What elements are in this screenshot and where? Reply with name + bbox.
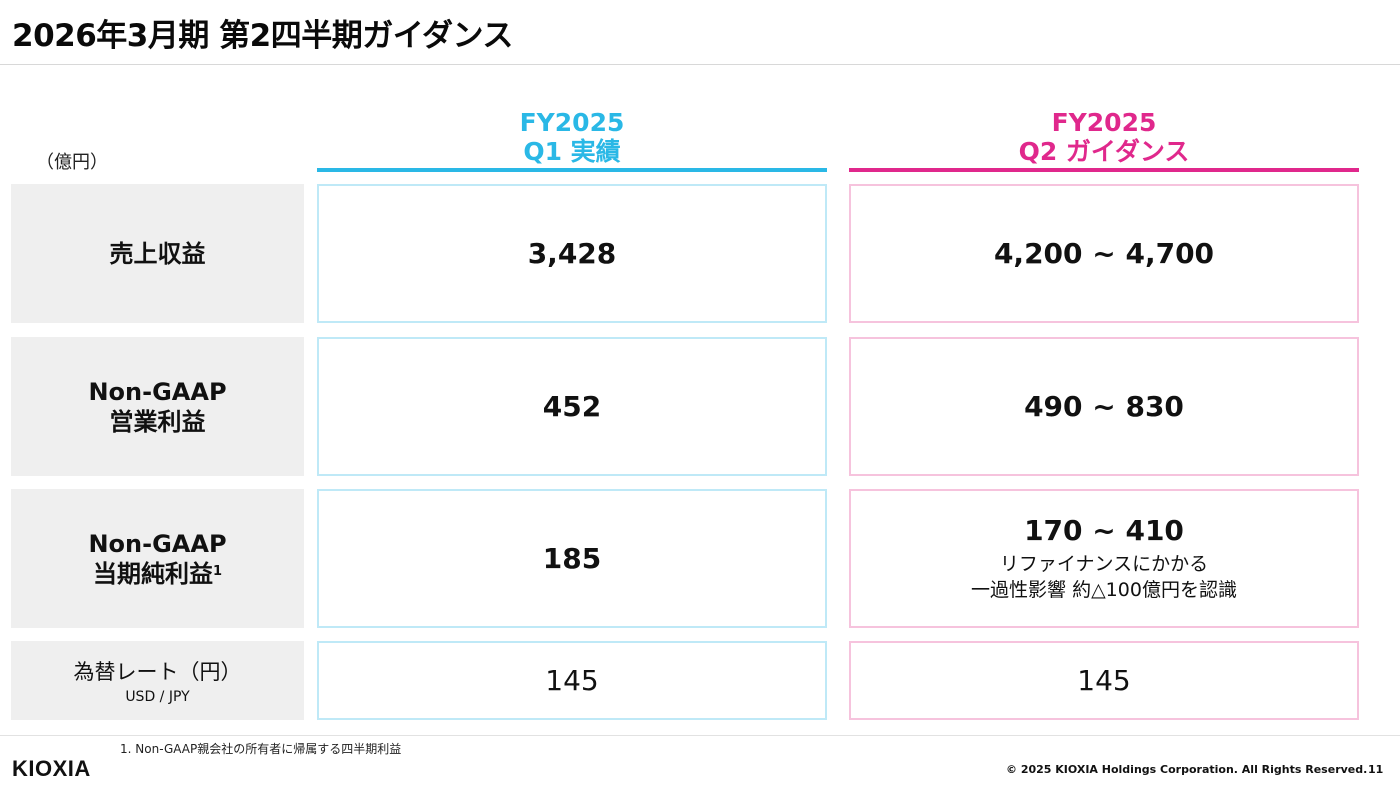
row-label-operating-income-line2: 営業利益 [109, 407, 206, 436]
cell-operating-income-q1: 452 [317, 337, 827, 476]
cell-revenue-q1-value: 3,428 [527, 237, 617, 270]
cell-fx-rate-q1-value: 145 [545, 664, 599, 697]
title-divider [0, 64, 1400, 65]
column-header-q2-line1: FY2025 [1051, 108, 1157, 137]
cell-operating-income-q2-value: 490 ~ 830 [1024, 390, 1184, 423]
page-title: 2026年3月期 第2四半期ガイダンス [12, 18, 513, 54]
column-header-q1-line1: FY2025 [519, 108, 625, 137]
cell-revenue-q2: 4,200 ~ 4,700 [849, 184, 1359, 323]
row-label-net-income-line2-wrap: 当期純利益1 [93, 559, 222, 589]
footnote: 1. Non-GAAP親会社の所有者に帰属する四半期利益 [120, 742, 402, 756]
cell-net-income-q1-value: 185 [542, 542, 602, 575]
cell-revenue-q2-value: 4,200 ~ 4,700 [993, 237, 1215, 270]
cell-fx-rate-q2: 145 [849, 641, 1359, 720]
footnote-marker: 1 [212, 563, 223, 579]
cell-fx-rate-q2-value: 145 [1077, 664, 1131, 697]
row-label-revenue-text: 売上収益 [109, 239, 206, 268]
cell-net-income-q2: 170 ~ 410 リファイナンスにかかる 一過性影響 約△100億円を認識 [849, 489, 1359, 628]
copyright: © 2025 KIOXIA Holdings Corporation. All … [1006, 763, 1368, 776]
row-label-net-income: Non-GAAP 当期純利益1 [11, 489, 304, 628]
cell-net-income-q2-note-line1: リファイナンスにかかる [999, 553, 1209, 575]
column-header-q1: FY2025 Q1 実績 [318, 108, 826, 166]
row-label-operating-income-line1: Non-GAAP [88, 377, 227, 406]
footer-divider [0, 735, 1400, 736]
row-label-operating-income: Non-GAAP 営業利益 [11, 337, 304, 476]
page-number: 11 [1368, 763, 1384, 776]
row-label-net-income-line1: Non-GAAP [88, 529, 227, 558]
column-header-q2-line2: Q2 ガイダンス [1018, 137, 1190, 166]
row-label-fx-rate-sub: USD / JPY [125, 688, 190, 705]
column-header-q1-bar [317, 168, 827, 172]
cell-operating-income-q2: 490 ~ 830 [849, 337, 1359, 476]
cell-operating-income-q1-value: 452 [542, 390, 602, 423]
kioxia-logo: KIOXIA [12, 756, 91, 781]
cell-net-income-q1: 185 [317, 489, 827, 628]
unit-label: （億円） [36, 152, 108, 173]
cell-fx-rate-q1: 145 [317, 641, 827, 720]
column-header-q2: FY2025 Q2 ガイダンス [850, 108, 1358, 166]
column-header-q1-line2: Q1 実績 [523, 137, 621, 166]
cell-revenue-q1: 3,428 [317, 184, 827, 323]
row-label-revenue: 売上収益 [11, 184, 304, 323]
cell-net-income-q2-note: リファイナンスにかかる 一過性影響 約△100億円を認識 [971, 551, 1237, 603]
row-label-fx-rate: 為替レート（円） USD / JPY [11, 641, 304, 720]
row-label-fx-rate-text: 為替レート（円） [73, 659, 242, 684]
column-header-q2-bar [849, 168, 1359, 172]
cell-net-income-q2-note-line2: 一過性影響 約△100億円を認識 [971, 579, 1237, 601]
cell-net-income-q2-value: 170 ~ 410 [1024, 514, 1184, 547]
row-label-net-income-line2: 当期純利益 [92, 559, 213, 588]
